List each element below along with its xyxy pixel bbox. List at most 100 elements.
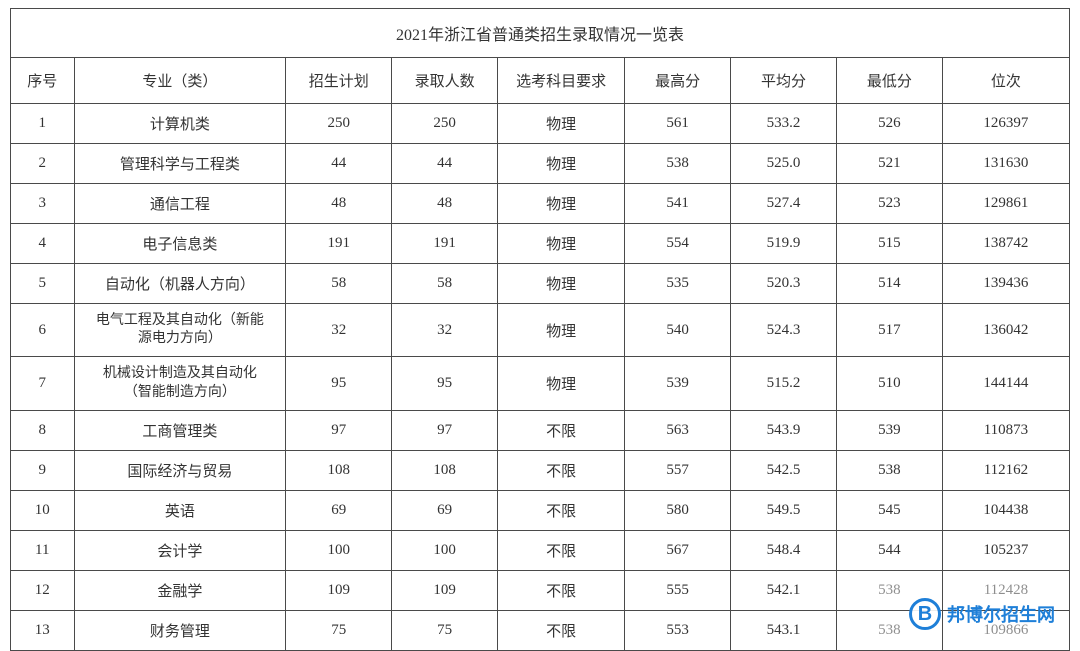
cell-max: 580 [625,490,731,530]
cell-avg: 549.5 [731,490,837,530]
cell-admit: 109 [392,570,498,610]
cell-rank: 144144 [942,357,1069,410]
cell-rank: 126397 [942,104,1069,144]
cell-max: 563 [625,410,731,450]
table-row: 11会计学100100不限567548.4544105237 [11,530,1070,570]
col-header-min: 最低分 [836,58,942,104]
cell-avg: 543.9 [731,410,837,450]
cell-min: 526 [836,104,942,144]
cell-max: 539 [625,357,731,410]
cell-plan: 100 [286,530,392,570]
col-header-admit: 录取人数 [392,58,498,104]
cell-rank: 110873 [942,410,1069,450]
col-header-major: 专业（类） [74,58,286,104]
cell-seq: 7 [11,357,75,410]
cell-seq: 6 [11,304,75,357]
cell-rank: 104438 [942,490,1069,530]
cell-admit: 48 [392,184,498,224]
cell-major: 通信工程 [74,184,286,224]
cell-min: 521 [836,144,942,184]
cell-seq: 2 [11,144,75,184]
cell-plan: 109 [286,570,392,610]
table-body: 1计算机类250250物理561533.25261263972管理科学与工程类4… [11,104,1070,651]
cell-min: 539 [836,410,942,450]
cell-admit: 100 [392,530,498,570]
cell-major: 管理科学与工程类 [74,144,286,184]
cell-plan: 95 [286,357,392,410]
table-row: 10英语6969不限580549.5545104438 [11,490,1070,530]
table-title-row: 2021年浙江省普通类招生录取情况一览表 [11,9,1070,58]
cell-seq: 5 [11,264,75,304]
cell-avg: 542.1 [731,570,837,610]
cell-major: 国际经济与贸易 [74,450,286,490]
cell-min: 523 [836,184,942,224]
cell-rank: 129861 [942,184,1069,224]
cell-admit: 75 [392,610,498,650]
cell-plan: 44 [286,144,392,184]
cell-plan: 108 [286,450,392,490]
cell-seq: 8 [11,410,75,450]
cell-max: 538 [625,144,731,184]
cell-max: 540 [625,304,731,357]
cell-admit: 250 [392,104,498,144]
cell-max: 557 [625,450,731,490]
cell-req: 物理 [498,357,625,410]
cell-req: 不限 [498,570,625,610]
cell-rank: 131630 [942,144,1069,184]
admission-table: 2021年浙江省普通类招生录取情况一览表 序号 专业（类） 招生计划 录取人数 … [10,8,1070,651]
cell-min: 538 [836,450,942,490]
table-title: 2021年浙江省普通类招生录取情况一览表 [11,9,1070,58]
cell-avg: 527.4 [731,184,837,224]
col-header-plan: 招生计划 [286,58,392,104]
cell-plan: 250 [286,104,392,144]
cell-max: 553 [625,610,731,650]
cell-max: 541 [625,184,731,224]
table-row: 8工商管理类9797不限563543.9539110873 [11,410,1070,450]
table-header-row: 序号 专业（类） 招生计划 录取人数 选考科目要求 最高分 平均分 最低分 位次 [11,58,1070,104]
table-row: 9国际经济与贸易108108不限557542.5538112162 [11,450,1070,490]
cell-req: 不限 [498,610,625,650]
cell-seq: 4 [11,224,75,264]
cell-avg: 542.5 [731,450,837,490]
cell-req: 物理 [498,304,625,357]
cell-req: 不限 [498,450,625,490]
cell-rank: 138742 [942,224,1069,264]
cell-plan: 32 [286,304,392,357]
cell-req: 不限 [498,410,625,450]
cell-plan: 69 [286,490,392,530]
watermark-logo-letter: B [918,603,932,626]
cell-admit: 58 [392,264,498,304]
cell-major: 电气工程及其自动化（新能源电力方向） [74,304,286,357]
cell-plan: 97 [286,410,392,450]
col-header-avg: 平均分 [731,58,837,104]
cell-max: 535 [625,264,731,304]
table-row: 2管理科学与工程类4444物理538525.0521131630 [11,144,1070,184]
cell-min: 510 [836,357,942,410]
cell-major: 工商管理类 [74,410,286,450]
col-header-req: 选考科目要求 [498,58,625,104]
cell-seq: 9 [11,450,75,490]
cell-rank: 112162 [942,450,1069,490]
cell-major: 金融学 [74,570,286,610]
cell-avg: 519.9 [731,224,837,264]
cell-plan: 191 [286,224,392,264]
cell-admit: 97 [392,410,498,450]
cell-plan: 48 [286,184,392,224]
cell-admit: 191 [392,224,498,264]
watermark-logo-icon: B [909,598,941,630]
cell-req: 不限 [498,530,625,570]
cell-seq: 3 [11,184,75,224]
cell-major: 英语 [74,490,286,530]
cell-major: 会计学 [74,530,286,570]
cell-min: 515 [836,224,942,264]
cell-admit: 108 [392,450,498,490]
col-header-rank: 位次 [942,58,1069,104]
cell-min: 545 [836,490,942,530]
cell-major: 电子信息类 [74,224,286,264]
cell-avg: 543.1 [731,610,837,650]
cell-avg: 524.3 [731,304,837,357]
cell-plan: 58 [286,264,392,304]
watermark-text: 邦博尔招生网 [947,601,1055,627]
table-row: 6电气工程及其自动化（新能源电力方向）3232物理540524.35171360… [11,304,1070,357]
cell-rank: 105237 [942,530,1069,570]
